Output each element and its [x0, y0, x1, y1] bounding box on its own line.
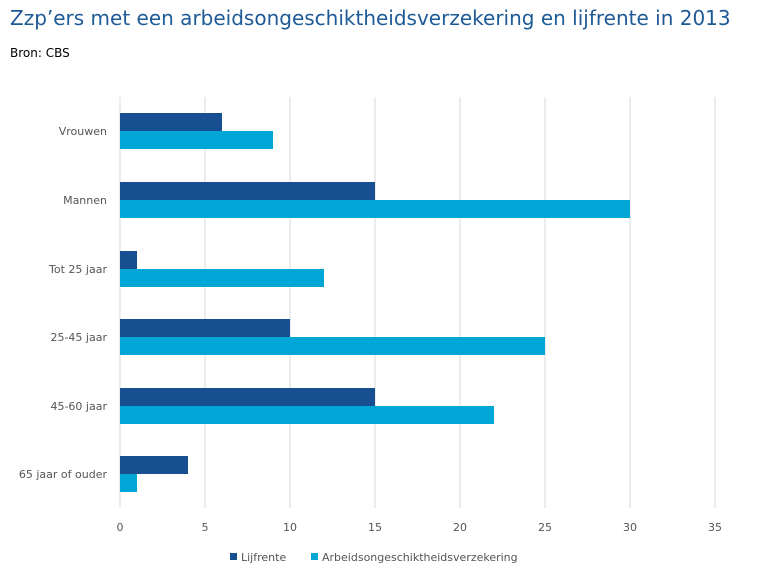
bar-lijfrente-3: [120, 319, 290, 337]
bar-arbeid-5: [120, 474, 137, 492]
x-tick-label: 35: [708, 521, 722, 534]
category-label: 65 jaar of ouder: [19, 468, 108, 481]
category-label: Vrouwen: [59, 125, 107, 138]
bar-arbeid-0: [120, 131, 273, 149]
legend-lijfrente-swatch: [230, 553, 237, 560]
bar-arbeid-4: [120, 406, 494, 424]
bar-lijfrente-1: [120, 182, 375, 200]
x-tick-label: 10: [283, 521, 297, 534]
legend-arbeid-label: Arbeidsongeschiktheidsverzekering: [322, 551, 518, 564]
category-label: Tot 25 jaar: [48, 263, 107, 276]
x-tick-label: 20: [453, 521, 467, 534]
x-tick-label: 0: [117, 521, 124, 534]
chart-title: Zzp’ers met een arbeidsongeschiktheidsve…: [10, 6, 731, 30]
x-tick-label: 30: [623, 521, 637, 534]
category-label: 25-45 jaar: [50, 331, 107, 344]
bar-lijfrente-4: [120, 388, 375, 406]
legend-arbeid-swatch: [311, 553, 318, 560]
bar-lijfrente-2: [120, 251, 137, 269]
x-tick-label: 5: [202, 521, 209, 534]
chart-source: Bron: CBS: [10, 46, 70, 60]
x-tick-label: 15: [368, 521, 382, 534]
bar-arbeid-2: [120, 269, 324, 287]
legend-lijfrente-label: Lijfrente: [241, 551, 286, 564]
category-label: 45-60 jaar: [50, 400, 107, 413]
x-tick-label: 25: [538, 521, 552, 534]
bar-arbeid-3: [120, 337, 545, 355]
bar-lijfrente-5: [120, 456, 188, 474]
bar-lijfrente-0: [120, 113, 222, 131]
bar-arbeid-1: [120, 200, 630, 218]
category-label: Mannen: [63, 194, 107, 207]
